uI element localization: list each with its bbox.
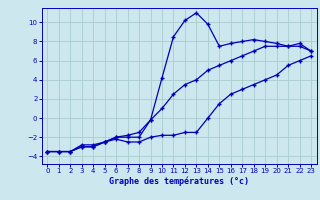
X-axis label: Graphe des températures (°c): Graphe des températures (°c) [109,177,249,186]
